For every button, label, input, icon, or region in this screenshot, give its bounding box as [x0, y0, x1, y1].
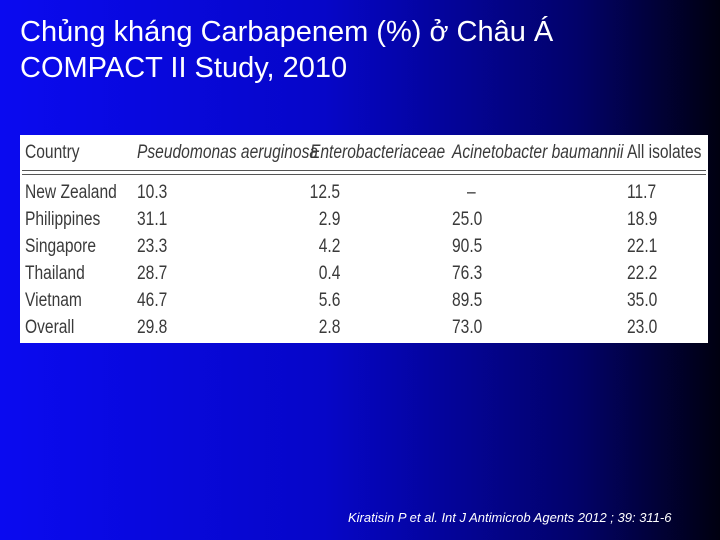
table-cell: 23.0 — [627, 317, 658, 338]
table-cell: 5.6 — [318, 290, 340, 311]
table-cell: 35.0 — [627, 290, 658, 311]
citation: Kiratisin P et al. Int J Antimicrob Agen… — [348, 510, 672, 525]
header-cell: Pseudomonas aeruginosa — [137, 142, 319, 163]
table-cell: Overall — [25, 317, 75, 338]
table-cell: 12.5 — [309, 182, 340, 203]
table-cell: 46.7 — [137, 290, 168, 311]
table-cell: 23.3 — [137, 236, 168, 257]
table-cell: Singapore — [25, 236, 97, 257]
table-cell: 90.5 — [452, 236, 483, 257]
table-cell: 2.8 — [318, 317, 340, 338]
table-cell: 76.3 — [452, 263, 483, 284]
table-cell: 0.4 — [318, 263, 340, 284]
table-cell: Vietnam — [25, 290, 82, 311]
table-cell: 10.3 — [137, 182, 168, 203]
table-cell: 28.7 — [137, 263, 168, 284]
table-cell: Philippines — [25, 209, 101, 230]
table-cell: 4.2 — [318, 236, 340, 257]
table-cell: 11.7 — [627, 182, 657, 203]
header-rule — [22, 170, 706, 171]
table-cell: 29.8 — [137, 317, 168, 338]
table-cell: 25.0 — [452, 209, 483, 230]
table-cell: – — [467, 182, 476, 203]
table-cell: 18.9 — [627, 209, 658, 230]
title-line: COMPACT II Study, 2010 — [20, 52, 348, 84]
header-cell: Acinetobacter baumannii — [452, 142, 624, 163]
header-cell: All isolates — [627, 142, 702, 163]
header-rule — [22, 174, 706, 175]
table-cell: 22.2 — [627, 263, 658, 284]
table-cell: New Zealand — [25, 182, 117, 203]
table-cell: 73.0 — [452, 317, 483, 338]
title-line: Chủng kháng Carbapenem (%) ở Châu Á — [20, 16, 554, 48]
header-cell: Enterobacteriaceae — [310, 142, 446, 163]
table-cell: 31.1 — [137, 209, 168, 230]
table-cell: 89.5 — [452, 290, 483, 311]
table-cell: 2.9 — [318, 209, 340, 230]
header-cell: Country — [25, 142, 80, 163]
table-cell: 22.1 — [627, 236, 658, 257]
table-cell: Thailand — [25, 263, 85, 284]
table: Country Pseudomonas aeruginosa Enterobacte… — [20, 135, 708, 343]
